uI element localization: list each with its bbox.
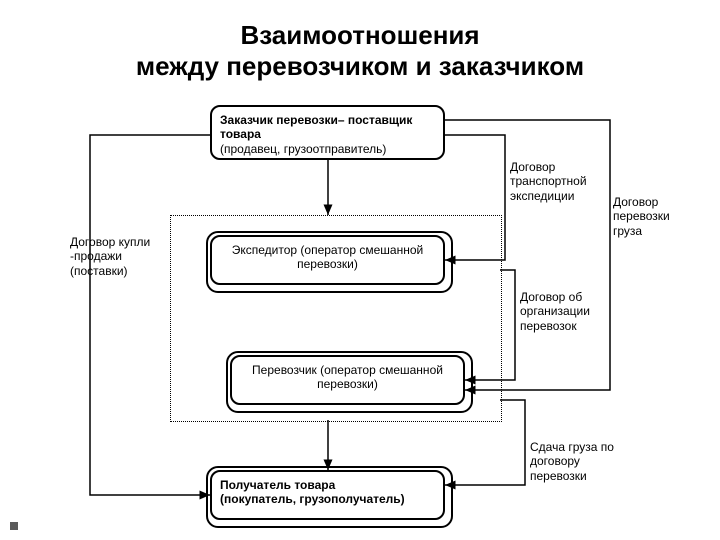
node-recipient-bold: Получатель товара xyxy=(220,478,335,492)
node-recipient: Получатель товара (покупатель, грузополу… xyxy=(210,470,445,520)
bullet-decor xyxy=(10,522,18,530)
title-line2: между перевозчиком и заказчиком xyxy=(136,51,584,81)
diagram-title: Взаимоотношения между перевозчиком и зак… xyxy=(0,0,720,82)
label-expedition-contract: Договор транспортной экспедиции xyxy=(510,160,587,203)
node-customer-sub: (продавец, грузоотправитель) xyxy=(220,142,386,156)
label-carriage-contract: Договор перевозки груза xyxy=(613,195,670,238)
title-line1: Взаимоотношения xyxy=(240,20,479,50)
label-sale-contract: Договор купли -продажи (поставки) xyxy=(70,235,150,278)
node-customer: Заказчик перевозки– поставщик товара (пр… xyxy=(210,105,445,160)
label-delivery: Сдача груза по договору перевозки xyxy=(530,440,614,483)
node-forwarder: Экспедитор (оператор смешанной перевозки… xyxy=(210,235,445,285)
node-customer-bold: Заказчик перевозки– поставщик товара xyxy=(220,113,412,141)
node-carrier: Перевозчик (оператор смешанной перевозки… xyxy=(230,355,465,405)
node-recipient-sub: (покупатель, грузополучатель) xyxy=(220,492,405,506)
node-carrier-text: Перевозчик (оператор смешанной перевозки… xyxy=(252,363,443,391)
label-org-contract: Договор об организации перевозок xyxy=(520,290,590,333)
node-forwarder-text: Экспедитор (оператор смешанной перевозки… xyxy=(232,243,424,271)
